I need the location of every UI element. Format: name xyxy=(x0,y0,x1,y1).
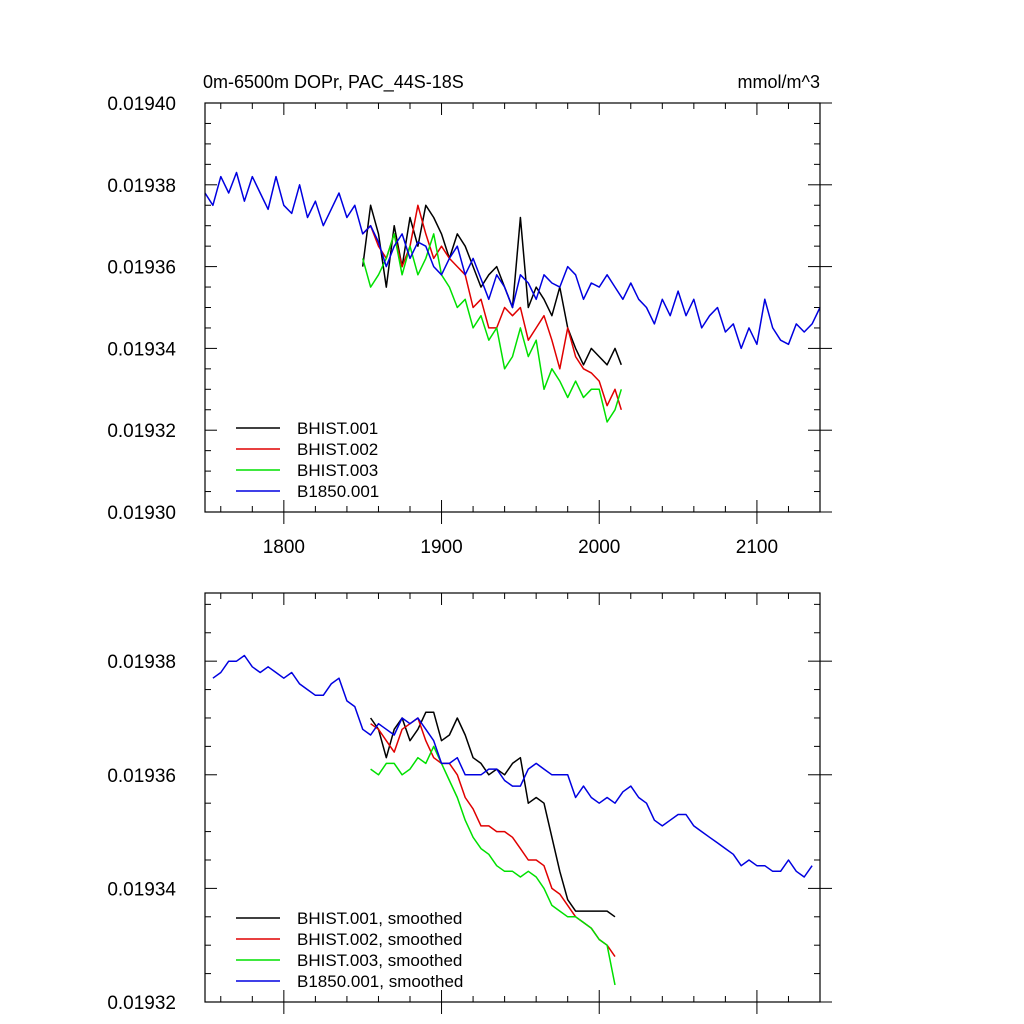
top-legend-label-2: BHIST.002 xyxy=(297,440,378,459)
bottom-plot-frame xyxy=(204,592,821,1003)
bottom-series-line-3 xyxy=(370,745,616,986)
top-chart-units: mmol/m^3 xyxy=(738,72,820,92)
top-y-tick-label: 0.01930 xyxy=(107,503,176,524)
top-legend: BHIST.001 BHIST.002 BHIST.003 B1850.001 xyxy=(236,419,379,501)
bottom-y-tick-label: 0.01936 xyxy=(107,766,176,787)
top-series-line-1 xyxy=(361,204,623,366)
bottom-legend-label-1: BHIST.001, smoothed xyxy=(297,909,462,928)
top-plot-frame xyxy=(204,102,821,513)
bottom-plot-area: 0.01932 0.01934 0.01936 0.01938 xyxy=(107,593,832,1014)
bottom-legend: BHIST.001, smoothed BHIST.002, smoothed BH… xyxy=(236,909,463,991)
top-x-tick-label: 2100 xyxy=(736,537,778,558)
top-y-tick-label: 0.01938 xyxy=(107,176,176,197)
top-y-tick-label: 0.01932 xyxy=(107,421,176,442)
top-legend-label-3: BHIST.003 xyxy=(297,461,378,480)
top-x-tick-label: 1800 xyxy=(263,537,305,558)
top-y-tick-label: 0.01936 xyxy=(107,258,176,279)
bottom-legend-label-4: B1850.001, smoothed xyxy=(297,972,463,991)
top-chart-title: 0m-6500m DOPr, PAC_44S-18S xyxy=(203,72,464,93)
bottom-panel: 0.01932 0.01934 0.01936 0.01938 BHIST.001, … xyxy=(107,592,832,1014)
top-legend-label-4: B1850.001 xyxy=(297,482,379,501)
bottom-series-line-1 xyxy=(369,711,616,918)
bottom-legend-label-2: BHIST.002, smoothed xyxy=(297,930,462,949)
top-legend-label-1: BHIST.001 xyxy=(297,419,378,438)
bottom-legend-label-3: BHIST.003, smoothed xyxy=(297,951,462,970)
bottom-y-tick-label: 0.01934 xyxy=(107,879,176,900)
bottom-series-line-4 xyxy=(212,654,813,878)
top-y-tick-label: 0.01940 xyxy=(107,94,176,115)
bottom-y-tick-label: 0.01932 xyxy=(107,993,176,1014)
top-x-tick-label: 2000 xyxy=(578,537,620,558)
top-y-tick-label: 0.01934 xyxy=(107,339,176,360)
bottom-y-tick-label: 0.01938 xyxy=(107,652,176,673)
top-series-line-3 xyxy=(361,233,623,423)
top-panel: 0m-6500m DOPr, PAC_44S-18S mmol/m^3 1800… xyxy=(107,72,832,558)
top-plot-area: 1800 1900 2000 2100 0.01930 0.01932 0.01934 0.0… xyxy=(107,94,832,558)
top-series-line-2 xyxy=(362,204,623,411)
top-x-tick-label: 1900 xyxy=(420,537,462,558)
top-series-line-4 xyxy=(204,171,821,350)
